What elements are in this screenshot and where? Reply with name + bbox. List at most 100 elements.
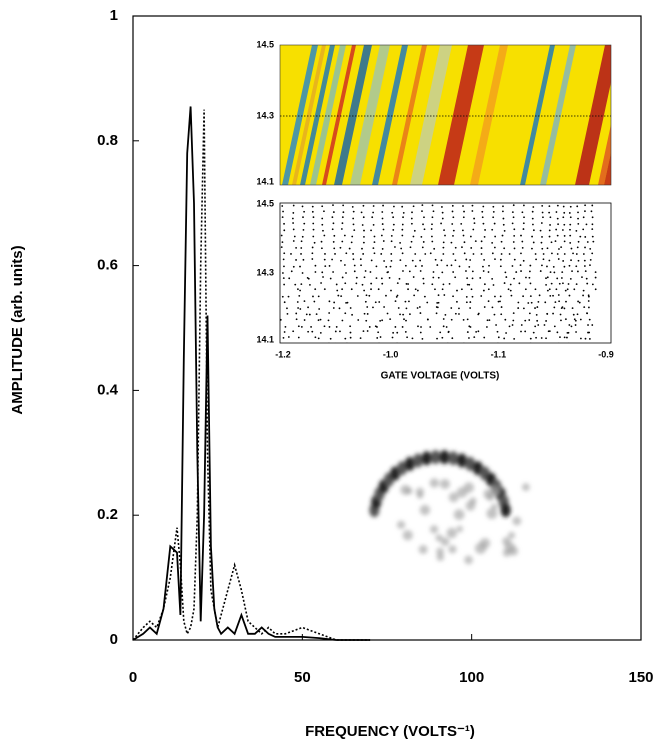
- blob-spot: [397, 461, 408, 476]
- dot: [432, 210, 435, 213]
- dot: [295, 312, 298, 315]
- dot: [568, 294, 571, 297]
- dot: [562, 282, 564, 285]
- dot: [341, 319, 344, 322]
- dot: [553, 325, 556, 328]
- dot: [362, 241, 365, 244]
- dot: [488, 319, 491, 322]
- dot: [365, 319, 368, 322]
- blob-spot: [469, 497, 477, 505]
- inset-x-tick-label: -1.1: [491, 349, 507, 359]
- dot: [411, 259, 414, 262]
- dot: [529, 295, 532, 297]
- dot: [404, 331, 407, 333]
- inset-y-tick-label: 14.1: [256, 334, 274, 344]
- dot: [446, 264, 449, 267]
- dot: [363, 312, 366, 315]
- dot: [524, 288, 527, 291]
- dot: [503, 247, 506, 250]
- dot: [355, 282, 358, 285]
- dot: [437, 276, 440, 279]
- dot: [577, 211, 579, 214]
- dot: [574, 324, 577, 326]
- dot: [511, 324, 514, 326]
- dot: [284, 326, 287, 328]
- dot: [466, 277, 469, 280]
- dot: [439, 331, 442, 334]
- dot: [434, 288, 436, 291]
- dot: [471, 270, 474, 273]
- dot: [524, 319, 527, 322]
- dot: [392, 229, 395, 231]
- dot: [577, 300, 579, 303]
- dot: [399, 241, 402, 244]
- dot: [546, 265, 548, 268]
- dot: [380, 277, 383, 280]
- dot: [290, 253, 292, 255]
- dot: [414, 253, 417, 255]
- dot: [374, 301, 377, 304]
- dot: [537, 300, 540, 303]
- dot: [548, 235, 551, 238]
- blob-spot: [430, 450, 441, 465]
- dot: [363, 276, 366, 279]
- dot: [441, 217, 444, 220]
- dot: [475, 330, 478, 333]
- dot: [493, 222, 496, 225]
- blob-spot: [446, 527, 458, 539]
- dot: [399, 313, 401, 316]
- dot: [303, 319, 306, 321]
- dot: [456, 289, 458, 292]
- dot: [435, 312, 438, 315]
- dot: [569, 228, 571, 231]
- dot: [541, 211, 544, 214]
- dot: [374, 325, 377, 328]
- dot: [444, 234, 446, 237]
- dot: [332, 271, 334, 273]
- plot-frame: [132, 15, 642, 641]
- dot: [575, 265, 578, 268]
- dot: [520, 330, 522, 333]
- dot: [539, 229, 542, 232]
- dot: [361, 283, 364, 286]
- dot: [333, 247, 336, 250]
- dot: [362, 204, 365, 207]
- dot: [414, 265, 417, 268]
- dot: [366, 306, 369, 308]
- dot: [501, 234, 504, 237]
- heatmap-stripe: [520, 45, 555, 185]
- dot: [522, 222, 525, 225]
- dot: [451, 223, 454, 225]
- dot: [500, 240, 503, 243]
- dot: [332, 222, 335, 225]
- heatmap-stripe: [322, 45, 356, 185]
- dot: [299, 265, 301, 268]
- dot: [556, 253, 559, 255]
- dot: [331, 216, 334, 219]
- dot: [297, 288, 299, 291]
- dot: [329, 277, 332, 280]
- dot: [389, 318, 392, 320]
- dot: [419, 259, 422, 262]
- dot: [442, 318, 445, 320]
- dot: [412, 276, 415, 278]
- dot: [571, 270, 573, 273]
- dot: [529, 337, 532, 340]
- dot: [440, 259, 443, 262]
- dot: [404, 300, 407, 303]
- dot: [582, 216, 585, 219]
- blob-spot: [479, 538, 491, 549]
- dot: [531, 247, 533, 250]
- dot: [292, 330, 295, 333]
- dot: [377, 288, 380, 291]
- dot: [295, 259, 297, 261]
- dot: [482, 265, 484, 268]
- dot: [551, 252, 553, 255]
- dot: [587, 294, 590, 297]
- inset-y-tick-label: 14.5: [256, 198, 274, 208]
- dot: [532, 223, 534, 226]
- dot: [407, 288, 409, 291]
- dot: [493, 246, 496, 249]
- dot: [451, 337, 454, 340]
- dot: [528, 270, 531, 273]
